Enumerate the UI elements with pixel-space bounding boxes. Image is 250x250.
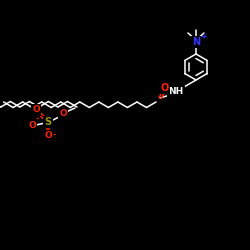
Text: O: O [32,106,40,114]
Text: O: O [161,83,169,93]
Text: -: - [36,115,39,124]
Text: -: - [53,131,56,140]
Text: NH: NH [168,88,184,96]
Text: O: O [28,122,36,130]
Text: O: O [44,132,52,140]
Text: +: + [200,32,206,41]
Text: N: N [192,37,200,47]
Text: S: S [44,117,52,127]
Text: O: O [59,110,67,118]
